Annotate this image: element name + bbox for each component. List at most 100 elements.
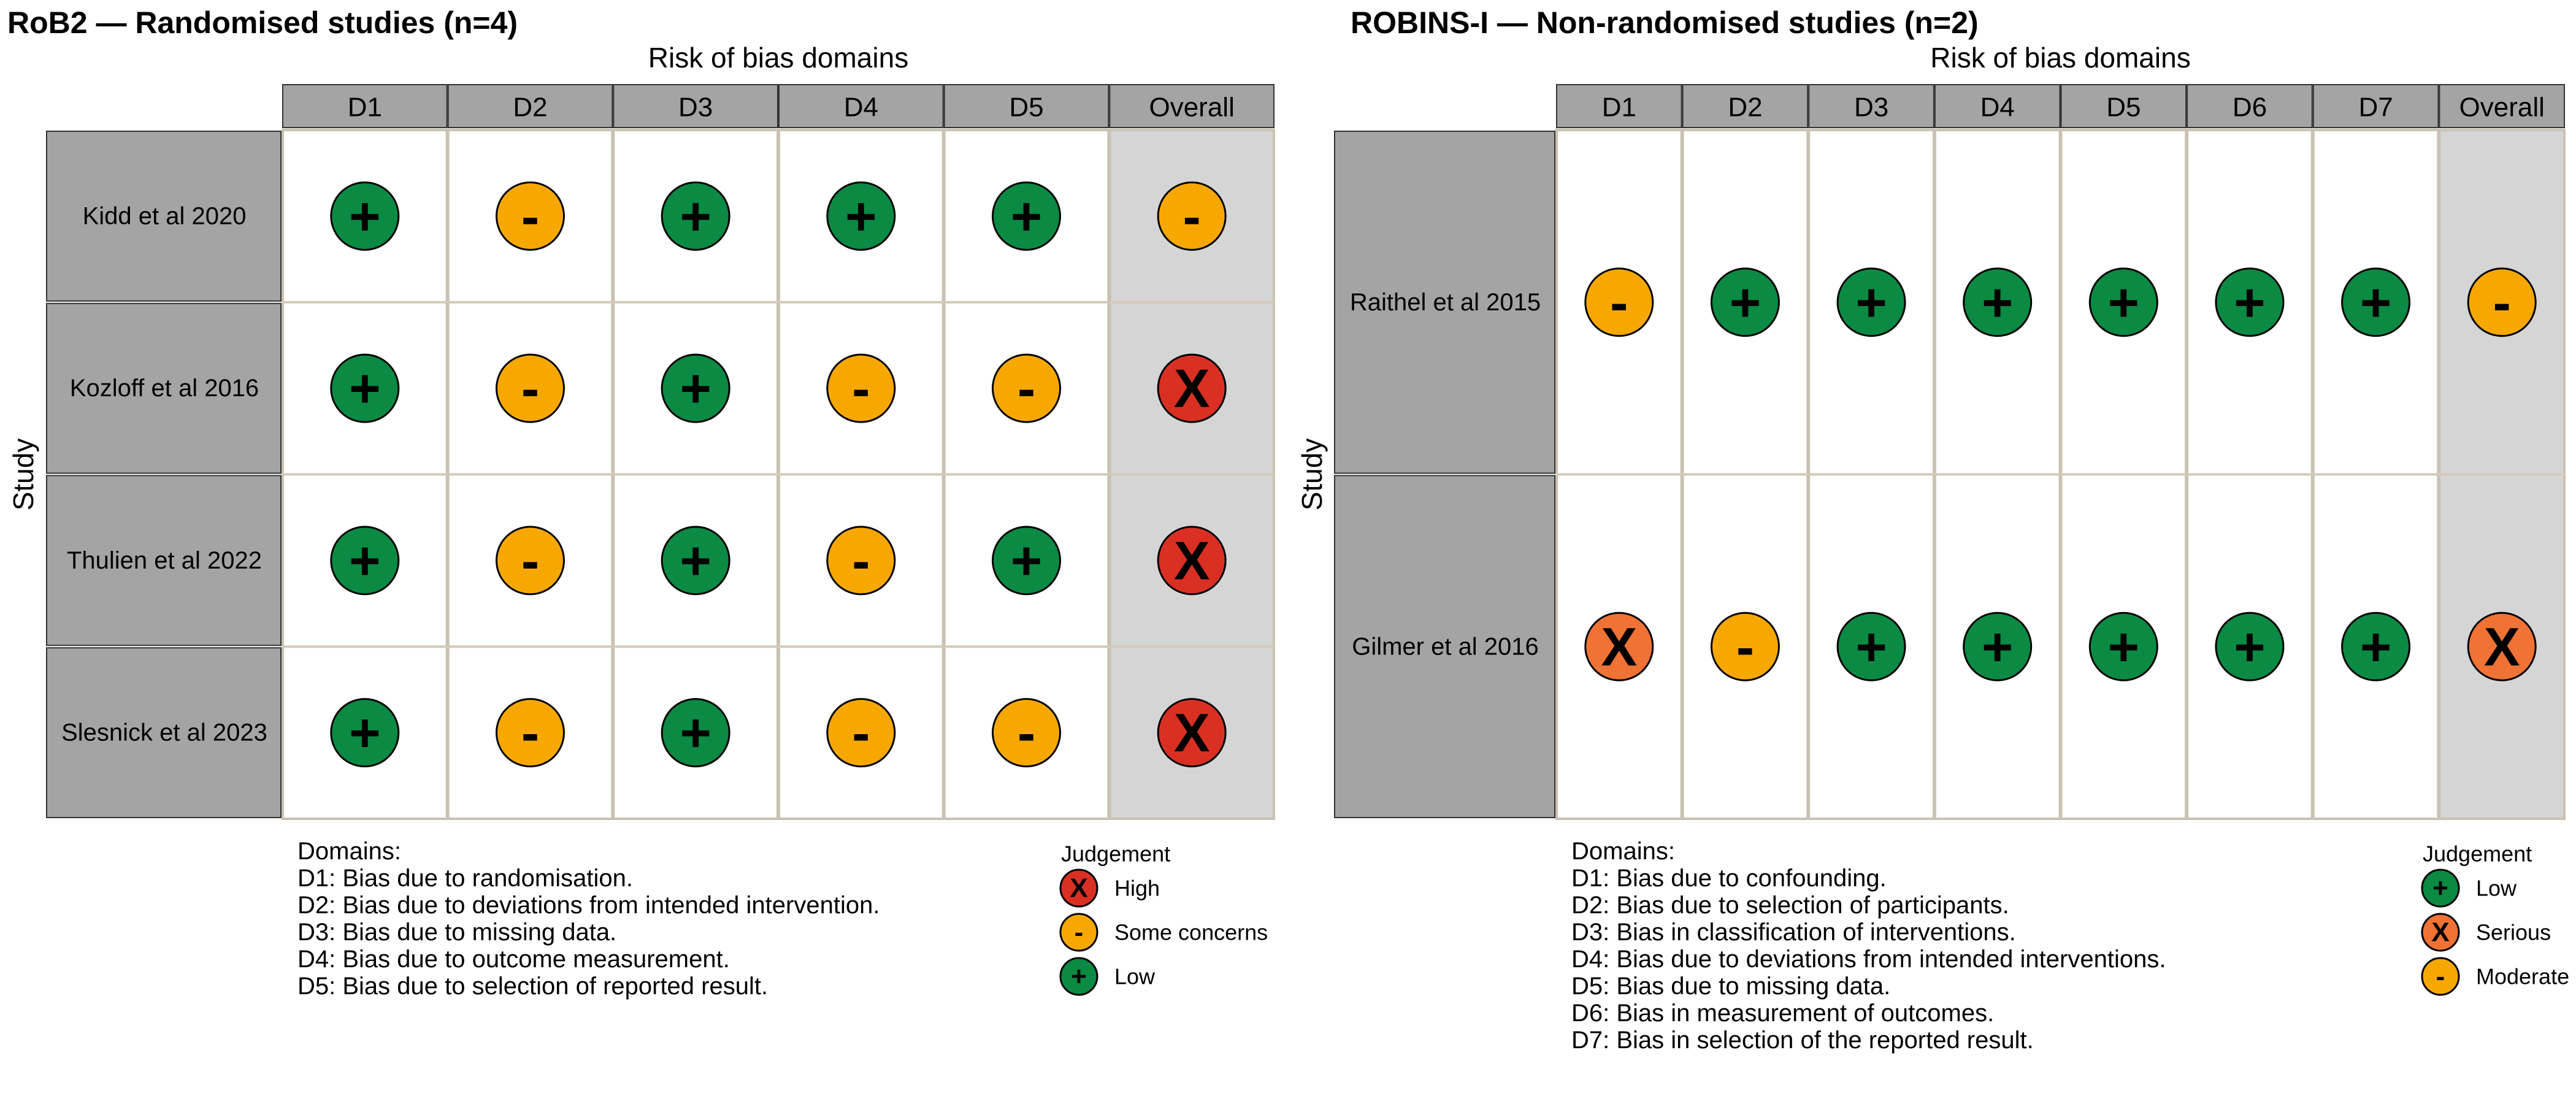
study-label: Raithel et al 2015	[1350, 289, 1541, 316]
column-header-d3	[1808, 84, 1934, 128]
judgement-some-concerns: -	[496, 181, 565, 251]
judgement-low-symbol: +	[349, 530, 380, 591]
judgement-low-symbol: +	[1011, 186, 1042, 247]
column-header-overall	[1109, 84, 1275, 128]
legend-key-moderate-symbol: -	[2436, 962, 2445, 992]
judgement-low-circle	[992, 181, 1061, 251]
judgement-serious-circle	[2467, 611, 2537, 681]
judgement-serious-symbol: X	[2484, 616, 2520, 677]
study-label-box	[1334, 131, 1555, 474]
judgement-moderate-symbol: -	[2493, 272, 2511, 332]
column-header-label: D2	[513, 93, 547, 123]
judgement-high-symbol: X	[1174, 530, 1210, 591]
judgement-low-symbol: +	[349, 186, 380, 247]
judgement-some-concerns: -	[826, 353, 896, 423]
judgement-some-concerns: -	[496, 698, 565, 768]
panel-title: ROBINS-I — Non-randomised studies (n=2)	[1351, 6, 1979, 40]
judgement-low-circle	[1963, 267, 2033, 337]
judgement-high: X	[1157, 353, 1227, 423]
judgement-some-concerns: -	[496, 526, 565, 596]
judgement-some-concerns-circle	[1157, 181, 1227, 251]
column-header-d2	[1682, 84, 1809, 128]
judgement-low-circle	[330, 526, 400, 596]
domain-description: D5: Bias due to missing data.	[1571, 973, 1890, 1000]
domain-description: D6: Bias in measurement of outcomes.	[1571, 1000, 1994, 1027]
judgement-some-concerns: -	[1157, 181, 1227, 251]
judgement-low-circle	[1710, 267, 1780, 337]
judgement-some-concerns-circle	[826, 526, 896, 596]
judgement-low: +	[2088, 611, 2158, 681]
judgement-low-symbol: +	[680, 702, 711, 763]
judgement-low-symbol: +	[1730, 272, 1761, 332]
judgement-low-symbol: +	[845, 186, 876, 247]
judgement-low: +	[2215, 611, 2285, 681]
judgement-low-circle	[330, 181, 400, 251]
legend-key-some-concerns-symbol: -	[1075, 918, 1084, 948]
legend-label: Low	[1114, 964, 1156, 989]
judgement-serious: X	[1584, 611, 1654, 681]
judgement-moderate: -	[1710, 611, 1780, 681]
judgement-serious-circle	[1584, 611, 1654, 681]
column-header-label: D3	[678, 93, 713, 123]
judgement-some-concerns-symbol: -	[852, 358, 870, 419]
study-axis-label: Study	[1296, 439, 1328, 511]
column-header-label: D2	[1728, 93, 1762, 123]
domain-description: D7: Bias in selection of the reported re…	[1571, 1027, 2034, 1054]
legend-key-some-concerns: -	[1059, 913, 1098, 952]
judgement-high-circle	[1157, 353, 1227, 423]
judgement-some-concerns: -	[992, 353, 1061, 423]
judgement-low: +	[330, 526, 400, 596]
judgement-low: +	[661, 698, 730, 768]
judgement-some-concerns: -	[992, 698, 1061, 768]
judgement-low: +	[992, 181, 1061, 251]
judgement-low-circle	[330, 353, 400, 423]
study-axis-label: Study	[7, 439, 39, 511]
column-header-label: D4	[1980, 93, 2015, 123]
legend-key-low: +	[2421, 868, 2460, 908]
judgement-low-symbol: +	[1982, 272, 2013, 332]
domain-description: D1: Bias due to randomisation.	[297, 865, 633, 892]
study-label: Slesnick et al 2023	[61, 719, 267, 746]
judgement-low-circle	[2088, 611, 2158, 681]
column-header-label: D7	[2358, 93, 2393, 123]
judgement-some-concerns-symbol: -	[521, 702, 539, 763]
judgement-low: +	[1836, 267, 1906, 337]
judgement-low: +	[1710, 267, 1780, 337]
judgement-moderate-circle	[1710, 611, 1780, 681]
study-label-box	[46, 131, 282, 302]
judgement-some-concerns-circle	[496, 353, 565, 423]
legend-key-moderate: -	[2421, 957, 2460, 996]
domain-description: D2: Bias due to deviations from intended…	[297, 892, 880, 919]
column-header-label: D6	[2233, 93, 2267, 123]
column-header-d1	[282, 84, 448, 128]
column-header-overall	[2439, 84, 2565, 128]
judgement-low-symbol: +	[2108, 616, 2139, 677]
judgement-some-concerns: -	[826, 526, 896, 596]
judgement-legend: Judgement X High - Some concerns + Low	[1059, 841, 1268, 996]
judgement-some-concerns: -	[826, 698, 896, 768]
judgement-some-concerns: -	[496, 353, 565, 423]
judgement-some-concerns-circle	[496, 181, 565, 251]
study-label-box	[1334, 475, 1555, 818]
column-header-d4	[1934, 84, 2061, 128]
judgement-some-concerns-circle	[496, 698, 565, 768]
judgement-some-concerns-symbol: -	[852, 702, 870, 763]
judgement-low-circle	[1963, 611, 2033, 681]
judgement-low-symbol: +	[349, 702, 380, 763]
panel-rob2: RoB2 — Randomised studies (n=4) Risk of b…	[7, 6, 1276, 1000]
judgement-low-circle	[992, 526, 1061, 596]
column-header-d7	[2312, 84, 2439, 128]
judgement-low-circle	[1836, 611, 1906, 681]
judgement-low: +	[826, 181, 896, 251]
judgement-legend: Judgement + Low X Serious - Moderate	[2421, 841, 2569, 996]
legend-title: Judgement	[1061, 841, 1170, 866]
column-header-label: D1	[348, 93, 382, 123]
legend-key-serious: X	[2421, 913, 2460, 952]
judgement-low: +	[330, 353, 400, 423]
judgement-low-symbol: +	[1982, 616, 2013, 677]
judgement-moderate-circle	[2467, 267, 2537, 337]
judgement-low-symbol: +	[2360, 272, 2391, 332]
judgement-high-circle	[1157, 698, 1227, 768]
judgement-low-symbol: +	[680, 530, 711, 591]
